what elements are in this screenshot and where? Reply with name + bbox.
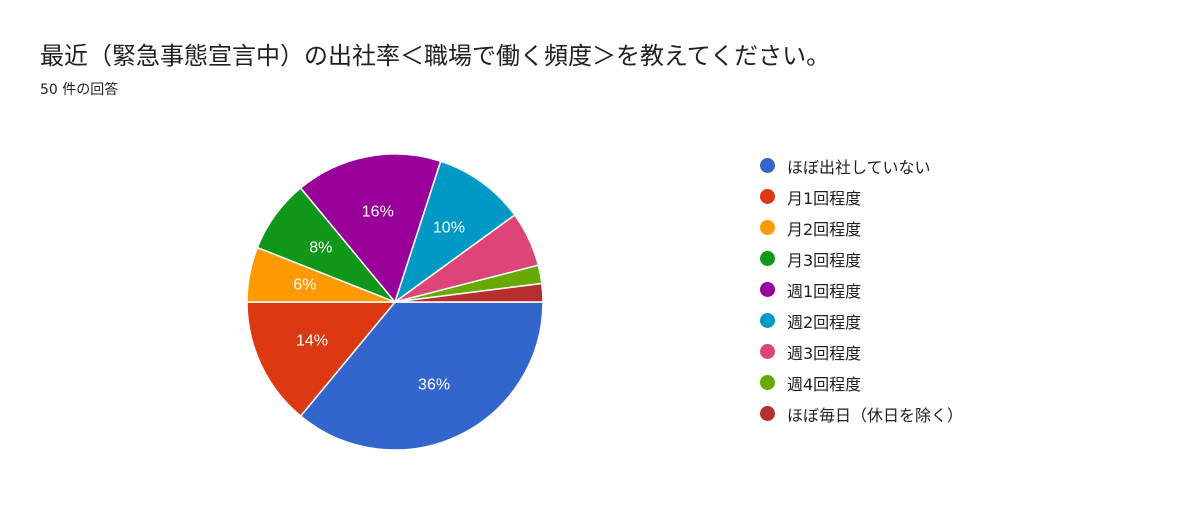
legend-swatch-icon: [760, 375, 775, 390]
legend-item[interactable]: 月3回程度: [760, 243, 963, 274]
response-count: 50 件の回答: [40, 82, 119, 98]
slice-percent-label: 6%: [293, 276, 316, 293]
slice-percent-label: 8%: [309, 240, 332, 257]
question-title: 最近（緊急事態宣言中）の出社率＜職場で働く頻度＞を教えてください。: [40, 42, 831, 70]
legend-item[interactable]: 週3回程度: [760, 336, 963, 367]
legend-item[interactable]: ほぼ毎日（休日を除く）: [760, 398, 963, 429]
pie-slice[interactable]: [393, 160, 516, 304]
legend-label: 月1回程度: [787, 188, 862, 208]
legend-label: 月2回程度: [787, 219, 862, 239]
legend-label: ほぼ毎日（休日を除く）: [787, 405, 964, 425]
pie-slice[interactable]: [246, 301, 397, 418]
legend-swatch-icon: [760, 251, 775, 266]
legend-label: 週1回程度: [787, 281, 862, 301]
legend-swatch-icon: [760, 189, 775, 204]
slice-percent-label: 16%: [362, 203, 394, 220]
legend-item[interactable]: ほぼ出社していない: [760, 150, 963, 181]
chart-legend: ほぼ出社していない 月1回程度月2回程度月3回程度週1回程度週2回程度週3回程度週…: [760, 150, 963, 429]
legend-item[interactable]: 週2回程度: [760, 305, 963, 336]
legend-label: 週4回程度: [787, 374, 862, 394]
legend-label: ほぼ出社していない: [787, 157, 931, 177]
legend-swatch-icon: [760, 406, 775, 421]
slice-percent-label: 10%: [433, 219, 465, 236]
legend-label: 週3回程度: [787, 343, 862, 363]
legend-swatch-icon: [760, 282, 775, 297]
slice-percent-label: 14%: [296, 333, 328, 350]
pie-slice[interactable]: [299, 301, 544, 451]
pie-slices: [246, 153, 544, 451]
legend-swatch-icon: [760, 344, 775, 359]
legend-label: 週2回程度: [787, 312, 862, 332]
pie-slice[interactable]: [394, 282, 544, 303]
legend-item[interactable]: 月2回程度: [760, 212, 963, 243]
legend-label: 月3回程度: [787, 250, 862, 270]
legend-swatch-icon: [760, 220, 775, 235]
legend-item[interactable]: 月1回程度: [760, 181, 963, 212]
pie-labels: 36% 14% 6% 8% 16% 10%: [293, 203, 465, 393]
slice-percent-label: 36%: [418, 377, 450, 394]
legend-item[interactable]: 週4回程度: [760, 367, 963, 398]
pie-slice[interactable]: [299, 153, 442, 304]
legend-item[interactable]: 週1回程度: [760, 274, 963, 305]
legend-swatch-icon: [760, 158, 775, 173]
legend-swatch-icon: [760, 313, 775, 328]
